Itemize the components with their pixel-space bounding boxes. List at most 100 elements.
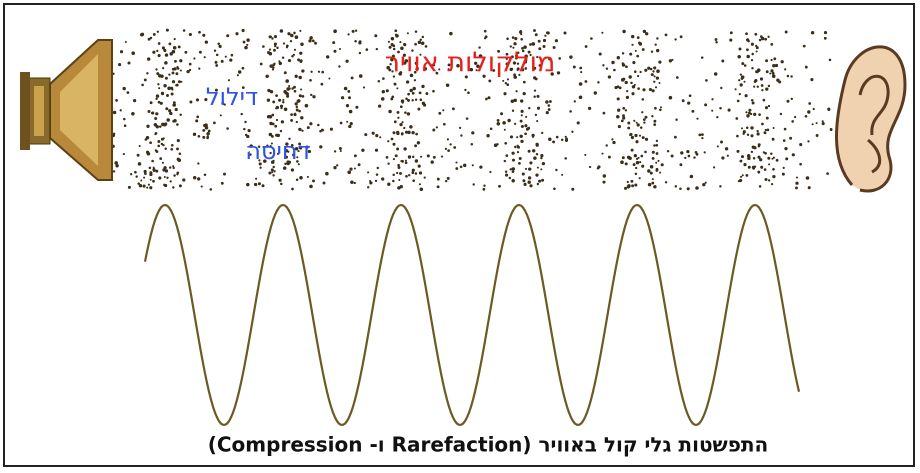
- molecule: [405, 174, 408, 178]
- molecule: [630, 135, 635, 140]
- molecule: [738, 79, 741, 82]
- molecule: [754, 32, 758, 36]
- molecule: [275, 107, 278, 110]
- molecule: [147, 37, 151, 41]
- molecule: [446, 138, 450, 141]
- molecule: [771, 137, 775, 141]
- molecule: [767, 104, 771, 108]
- molecule: [275, 94, 278, 97]
- molecule: [386, 65, 390, 70]
- molecule: [514, 43, 517, 46]
- molecule: [164, 53, 169, 57]
- molecule: [403, 147, 407, 151]
- molecule: [538, 64, 542, 67]
- molecule: [726, 154, 729, 157]
- molecule: [658, 81, 661, 85]
- molecule: [397, 186, 401, 190]
- molecule: [299, 29, 302, 32]
- molecule: [227, 79, 231, 82]
- molecule: [620, 119, 624, 123]
- molecule: [679, 163, 683, 167]
- molecule: [713, 166, 716, 169]
- molecule: [527, 176, 532, 180]
- molecule: [768, 163, 771, 166]
- molecule: [296, 99, 300, 103]
- molecule: [166, 118, 170, 122]
- molecule: [695, 186, 699, 190]
- molecule: [807, 110, 811, 114]
- molecule: [338, 147, 342, 150]
- molecule: [148, 166, 152, 170]
- molecule: [172, 46, 177, 50]
- molecule: [655, 139, 659, 143]
- molecule: [651, 150, 655, 154]
- molecule: [620, 78, 625, 82]
- molecule: [166, 94, 169, 97]
- molecule: [140, 179, 143, 182]
- molecule: [540, 154, 544, 158]
- molecule: [772, 126, 775, 130]
- molecule: [392, 173, 395, 177]
- molecule: [301, 129, 304, 132]
- molecule: [182, 178, 186, 182]
- molecule: [392, 142, 396, 146]
- molecule: [143, 176, 146, 179]
- molecule: [743, 80, 746, 83]
- molecule: [154, 117, 158, 120]
- molecule: [269, 90, 274, 94]
- molecule: [552, 46, 556, 49]
- molecule: [698, 133, 702, 137]
- molecule: [584, 153, 587, 156]
- molecule: [312, 179, 315, 183]
- molecule: [527, 180, 531, 184]
- molecule: [381, 90, 385, 94]
- molecule: [269, 35, 273, 38]
- molecule: [288, 137, 291, 140]
- molecule: [397, 50, 400, 54]
- molecule: [462, 163, 467, 168]
- molecule: [472, 183, 475, 186]
- molecule: [159, 125, 162, 128]
- molecule: [815, 134, 819, 137]
- molecule: [421, 35, 425, 39]
- molecule: [655, 76, 660, 80]
- molecule: [719, 185, 722, 188]
- molecule: [295, 178, 299, 182]
- molecule: [176, 66, 179, 69]
- molecule: [164, 147, 167, 150]
- molecule: [291, 54, 294, 58]
- molecule: [143, 169, 147, 174]
- molecule: [423, 176, 426, 179]
- molecule: [516, 150, 520, 154]
- molecule: [465, 117, 469, 120]
- molecule: [162, 143, 165, 147]
- molecule: [735, 117, 739, 120]
- molecule: [415, 67, 418, 71]
- molecule: [398, 178, 401, 182]
- molecule: [579, 66, 583, 70]
- molecule: [821, 122, 825, 126]
- molecule: [649, 171, 653, 175]
- molecule: [751, 52, 754, 56]
- molecule: [119, 50, 124, 54]
- molecule: [613, 68, 616, 72]
- molecule: [390, 97, 394, 101]
- molecule: [545, 111, 549, 115]
- molecule: [810, 31, 815, 35]
- molecule: [746, 54, 750, 59]
- molecule: [655, 161, 658, 164]
- molecule: [168, 73, 171, 76]
- molecule: [767, 179, 771, 182]
- molecule: [170, 92, 174, 96]
- molecule: [409, 88, 413, 93]
- molecule: [601, 152, 604, 155]
- molecule: [435, 126, 439, 129]
- molecule: [291, 187, 294, 191]
- molecule: [823, 31, 828, 35]
- molecule: [147, 57, 151, 61]
- molecule: [753, 146, 757, 150]
- molecule: [756, 85, 759, 88]
- molecule: [644, 137, 649, 141]
- molecule: [367, 186, 370, 189]
